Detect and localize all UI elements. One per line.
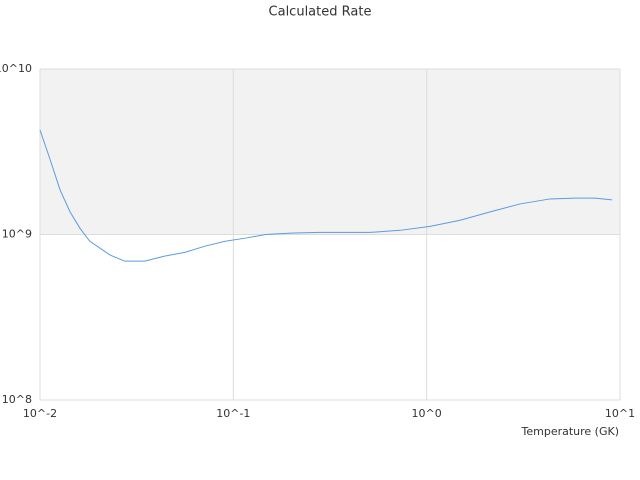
x-tick-label: 10^1 xyxy=(605,407,635,420)
x-tick-label: 10^-1 xyxy=(216,407,250,420)
y-tick-label: 10^8 xyxy=(2,393,32,406)
x-tick-label: 10^-2 xyxy=(23,407,57,420)
grid-band xyxy=(40,69,620,235)
chart-title: Calculated Rate xyxy=(269,5,372,20)
data-line xyxy=(39,129,613,262)
x-axis-label: Temperature (GK) xyxy=(521,425,620,438)
y-tick-label: 10^9 xyxy=(2,228,32,241)
y-tick-label: 10^10 xyxy=(0,62,32,75)
x-tick-label: 10^0 xyxy=(412,407,442,420)
